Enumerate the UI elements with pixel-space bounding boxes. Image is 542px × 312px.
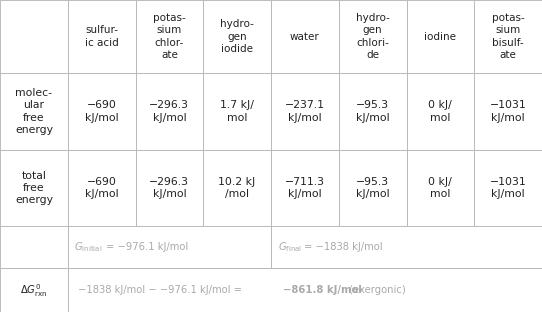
Text: total
free
energy: total free energy: [15, 171, 53, 205]
Bar: [136, 73, 203, 150]
Text: potas-
sium
bisulf-
ate: potas- sium bisulf- ate: [492, 13, 525, 60]
Text: −690
kJ/mol: −690 kJ/mol: [85, 177, 119, 199]
Text: −1838 kJ/mol − −976.1 kJ/mol =: −1838 kJ/mol − −976.1 kJ/mol =: [78, 285, 244, 295]
Bar: [339, 73, 406, 150]
Text: iodine: iodine: [424, 32, 456, 42]
Text: (exergonic): (exergonic): [346, 285, 405, 295]
Text: −95.3
kJ/mol: −95.3 kJ/mol: [356, 100, 390, 123]
Text: −1031
kJ/mol: −1031 kJ/mol: [490, 177, 526, 199]
Bar: [0, 73, 68, 150]
Bar: [68, 0, 136, 73]
Bar: [271, 150, 339, 226]
Text: −690
kJ/mol: −690 kJ/mol: [85, 100, 119, 123]
Text: −296.3
kJ/mol: −296.3 kJ/mol: [150, 177, 189, 199]
Text: 10.2 kJ
/mol: 10.2 kJ /mol: [218, 177, 256, 199]
Bar: [271, 226, 542, 268]
Bar: [406, 73, 474, 150]
Bar: [203, 73, 271, 150]
Text: −1031
kJ/mol: −1031 kJ/mol: [490, 100, 526, 123]
Bar: [203, 150, 271, 226]
Text: −861.8 kJ/mol: −861.8 kJ/mol: [283, 285, 362, 295]
Text: hydro-
gen
iodide: hydro- gen iodide: [220, 19, 254, 54]
Bar: [474, 150, 542, 226]
Bar: [474, 0, 542, 73]
Text: = −1838 kJ/mol: = −1838 kJ/mol: [304, 242, 382, 252]
Bar: [271, 0, 339, 73]
Bar: [136, 150, 203, 226]
Bar: [203, 0, 271, 73]
Bar: [0, 226, 68, 268]
Text: = −976.1 kJ/mol: = −976.1 kJ/mol: [106, 242, 188, 252]
Text: 1.7 kJ/
mol: 1.7 kJ/ mol: [220, 100, 254, 123]
Text: −237.1
kJ/mol: −237.1 kJ/mol: [285, 100, 325, 123]
Bar: [271, 73, 339, 150]
Text: $G_\mathrm{initial}$: $G_\mathrm{initial}$: [74, 240, 102, 254]
Bar: [474, 73, 542, 150]
Text: 0 kJ/
mol: 0 kJ/ mol: [429, 100, 452, 123]
Bar: [339, 0, 406, 73]
Text: potas-
sium
chlor-
ate: potas- sium chlor- ate: [153, 13, 186, 60]
Bar: [0, 268, 68, 312]
Text: water: water: [290, 32, 320, 42]
Bar: [406, 150, 474, 226]
Text: hydro-
gen
chlori-
de: hydro- gen chlori- de: [356, 13, 390, 60]
Text: $\Delta G^0_\mathrm{rxn}$: $\Delta G^0_\mathrm{rxn}$: [20, 282, 48, 299]
Bar: [0, 150, 68, 226]
Text: −711.3
kJ/mol: −711.3 kJ/mol: [285, 177, 325, 199]
Bar: [68, 226, 271, 268]
Text: −296.3
kJ/mol: −296.3 kJ/mol: [150, 100, 189, 123]
Bar: [68, 150, 136, 226]
Text: −95.3
kJ/mol: −95.3 kJ/mol: [356, 177, 390, 199]
Text: sulfur-
ic acid: sulfur- ic acid: [85, 26, 119, 48]
Bar: [0, 0, 68, 73]
Text: molec-
ular
free
energy: molec- ular free energy: [15, 88, 53, 135]
Text: $G_\mathrm{final}$: $G_\mathrm{final}$: [278, 240, 302, 254]
Bar: [68, 268, 542, 312]
Bar: [68, 73, 136, 150]
Bar: [136, 0, 203, 73]
Bar: [339, 150, 406, 226]
Bar: [406, 0, 474, 73]
Text: 0 kJ/
mol: 0 kJ/ mol: [429, 177, 452, 199]
